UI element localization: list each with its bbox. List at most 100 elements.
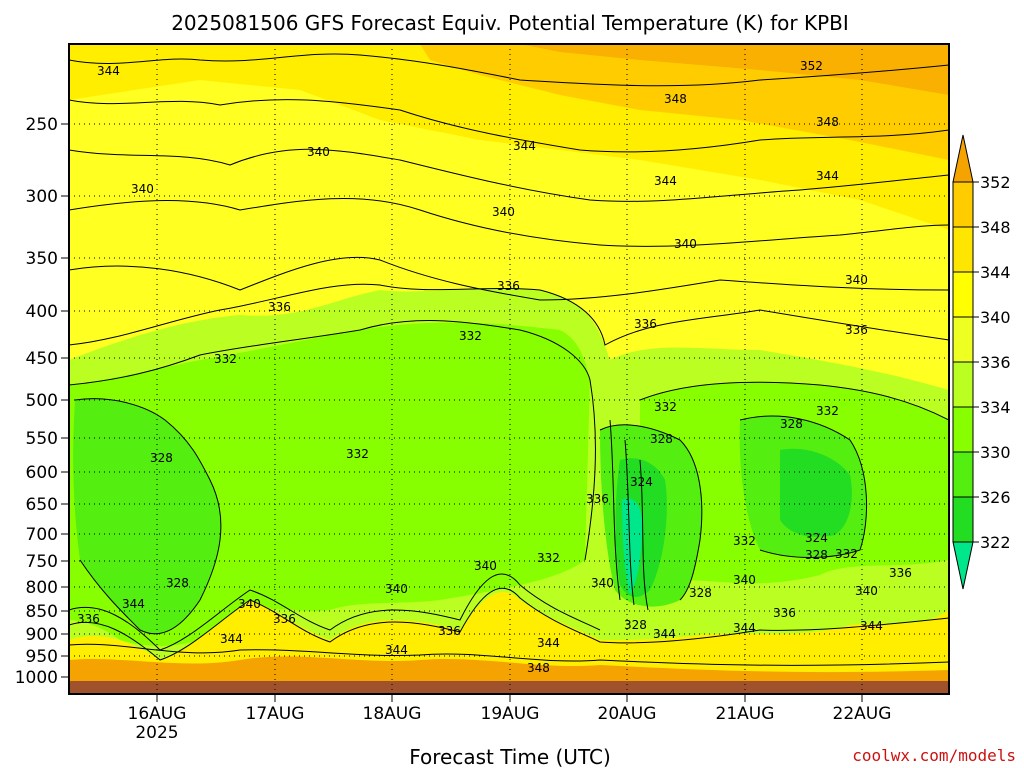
colorbar-bottom-arrow (952, 541, 974, 590)
contour-label: 328 (150, 451, 173, 465)
x-axis (156, 694, 863, 702)
contour-label: 336 (497, 279, 520, 293)
colorbar: 352 348 344 340 336 334 330 326 322 (952, 134, 1011, 590)
contour-label: 332 (346, 447, 369, 461)
contour-label: 332 (816, 404, 839, 418)
contour-line (69, 99, 949, 153)
x-tick-label: 21AUG (716, 704, 775, 724)
y-tick-labels: 250 300 350 400 450 500 550 600 650 700 … (15, 115, 58, 688)
y-tick-label: 450 (26, 349, 58, 369)
colorbar-swatch (952, 451, 974, 498)
contour-label: 336 (273, 612, 296, 626)
colorbar-label: 348 (980, 218, 1011, 237)
contour-label: 332 (459, 329, 482, 343)
contour-label: 344 (122, 597, 145, 611)
contour-line (69, 643, 949, 666)
contour-label: 328 (805, 548, 828, 562)
y-tick-label: 600 (26, 463, 58, 483)
contour-label: 344 (654, 174, 677, 188)
y-tick-label: 550 (26, 429, 58, 449)
contour-label: 340 (845, 273, 868, 287)
x-tick-label: 16AUG (128, 704, 187, 724)
colorbar-swatch (952, 271, 974, 318)
contour-line (74, 398, 222, 635)
contour-label: 336 (268, 300, 291, 314)
contour-label: 340 (591, 576, 614, 590)
contour-label: 344 (860, 619, 883, 633)
contour-line (69, 587, 949, 661)
credit-link[interactable]: coolwx.com/models (852, 746, 1016, 765)
contour-label: 328 (650, 432, 673, 446)
contour-label: 336 (77, 612, 100, 626)
y-tick-label: 350 (26, 249, 58, 269)
colorbar-label: 330 (980, 443, 1011, 462)
contour-label: 328 (780, 417, 803, 431)
field-324-core-2 (780, 448, 852, 537)
contour-label: 336 (438, 624, 461, 638)
x-year-label: 2025 (135, 723, 178, 743)
chart-title: 2025081506 GFS Forecast Equiv. Potential… (171, 11, 849, 35)
contour-label: 352 (800, 59, 823, 73)
colorbar-swatch (952, 361, 974, 408)
contour-label: 336 (634, 317, 657, 331)
contour-label: 348 (816, 115, 839, 129)
plot-frame (68, 43, 950, 695)
contour-label: 340 (733, 573, 756, 587)
contour-label: 344 (97, 64, 120, 78)
contour-line (69, 148, 949, 202)
colorbar-swatch (952, 496, 974, 543)
contour-label: 328 (166, 576, 189, 590)
field-upper-352 (520, 44, 949, 95)
contour-line (69, 256, 949, 301)
contour-line (69, 320, 596, 561)
y-tick-label: 1000 (15, 668, 58, 688)
ground-strip (69, 681, 949, 694)
colorbar-label: 352 (980, 173, 1011, 192)
colorbar-label: 326 (980, 488, 1011, 507)
contour-label: 332 (654, 400, 677, 414)
colorbar-label: 336 (980, 353, 1011, 372)
y-tick-label: 400 (26, 302, 58, 322)
x-tick-labels: 16AUG 2025 17AUG 18AUG 19AUG 20AUG 21AUG… (128, 704, 892, 743)
contour-line (69, 53, 949, 87)
contour-label: 344 (385, 643, 408, 657)
contour-line (609, 419, 649, 611)
contour-label: 340 (855, 584, 878, 598)
colorbar-label: 334 (980, 398, 1011, 417)
contour-label: 324 (630, 475, 653, 489)
contour-label: 340 (474, 559, 497, 573)
contour-label: 348 (664, 92, 687, 106)
colorbar-label: 322 (980, 533, 1011, 552)
x-tick-label: 20AUG (598, 704, 657, 724)
colorbar-swatch (952, 406, 974, 453)
contour-label: 344 (537, 636, 560, 650)
x-tick-label: 18AUG (363, 704, 422, 724)
contour-label: 340 (238, 597, 261, 611)
x-tick-label: 17AUG (246, 704, 305, 724)
colorbar-top-arrow (952, 134, 974, 183)
contour-label: 332 (214, 352, 237, 366)
contour-labels: 344 352 348 348 344 340 340 344 344 340 … (77, 59, 912, 675)
contour-label: 336 (773, 606, 796, 620)
colorbar-swatch (952, 181, 974, 228)
contour-label: 344 (733, 621, 756, 635)
field-322-core (622, 498, 643, 595)
field-328-pocket-1 (73, 398, 221, 634)
contour-label: 336 (889, 566, 912, 580)
contour-label: 340 (307, 145, 330, 159)
plot-fields (69, 44, 949, 694)
contour-label: 324 (805, 531, 828, 545)
colorbar-swatch (952, 316, 974, 363)
colorbar-swatch (952, 226, 974, 273)
y-axis (61, 123, 69, 678)
grid (69, 44, 949, 694)
x-tick-label: 19AUG (481, 704, 540, 724)
y-tick-label: 300 (26, 187, 58, 207)
y-tick-label: 850 (26, 602, 58, 622)
contour-label: 340 (492, 205, 515, 219)
contour-label: 348 (527, 661, 550, 675)
y-tick-label: 900 (26, 625, 58, 645)
colorbar-label: 344 (980, 263, 1011, 282)
contour-label: 328 (624, 618, 647, 632)
